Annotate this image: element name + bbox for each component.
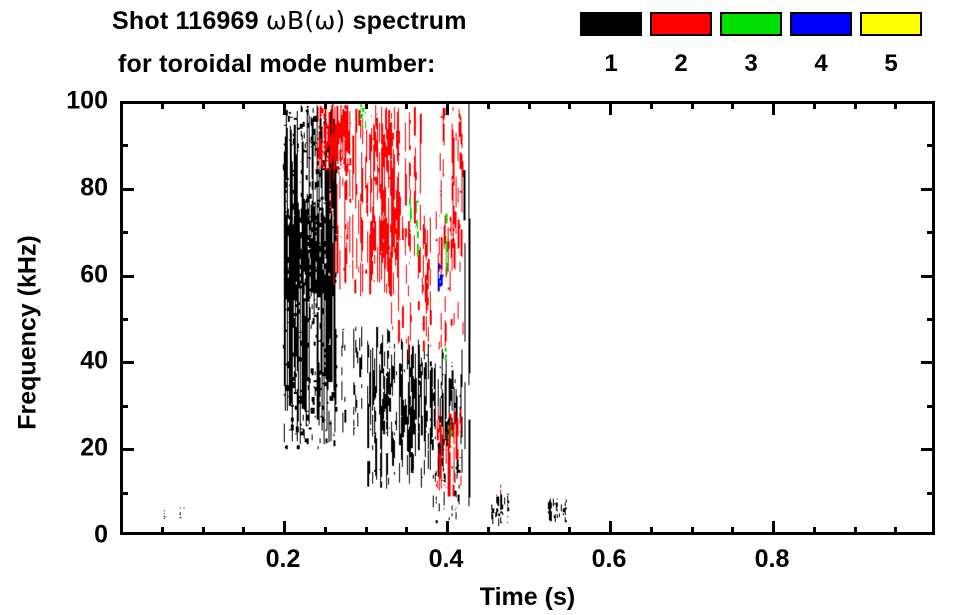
x-tick-0.25 [324, 527, 327, 535]
plot-area [120, 101, 935, 535]
x-tick-top-0.85 [813, 101, 816, 109]
y-tick-right-80 [921, 188, 935, 191]
legend-entry-5: 5 [860, 12, 922, 76]
y-tick-label-60: 60 [80, 260, 108, 289]
x-tick-0.7 [691, 527, 694, 535]
y-tick-30 [120, 405, 128, 408]
y-tick-label-20: 20 [80, 433, 108, 462]
legend: 1 2 3 4 5 [580, 12, 950, 90]
x-tick-0.75 [731, 527, 734, 535]
x-tick-top-0.75 [731, 101, 734, 109]
legend-label-2: 2 [674, 50, 688, 77]
x-tick-top-0.1 [202, 101, 205, 109]
y-tick-70 [120, 231, 128, 234]
x-tick-top-0.6 [609, 101, 612, 115]
legend-entry-4: 4 [790, 12, 852, 76]
x-tick-0.35 [405, 527, 408, 535]
chart-title: Shot 116969 ωB(ω) spectrum [112, 6, 467, 36]
x-tick-0.8 [772, 521, 775, 535]
y-tick-50 [120, 318, 128, 321]
x-tick-label-0.4: 0.4 [428, 545, 464, 573]
x-tick-top-0.25 [324, 101, 327, 109]
x-tick-top-0.9 [854, 101, 857, 109]
y-tick-right-50 [927, 318, 935, 321]
legend-label-1: 1 [604, 50, 618, 77]
y-tick-right-60 [921, 275, 935, 278]
x-tick-top-0.5 [528, 101, 531, 109]
y-tick-label-0: 0 [94, 520, 108, 549]
legend-label-4: 4 [814, 50, 828, 77]
chart-subtitle: for toroidal mode number: [118, 50, 436, 78]
legend-entry-3: 3 [720, 12, 782, 76]
x-tick-0.95 [894, 527, 897, 535]
x-tick-top-0.7 [691, 101, 694, 109]
x-axis-label: Time (s) [479, 583, 576, 611]
spectrogram-canvas [123, 104, 932, 532]
x-tick-label-0.8: 0.8 [754, 545, 790, 573]
legend-swatch-4 [790, 12, 852, 36]
x-tick-0.2 [283, 521, 286, 535]
x-tick-0.1 [202, 527, 205, 535]
x-tick-top-0.95 [894, 101, 897, 109]
y-tick-40 [120, 361, 134, 364]
y-tick-90 [120, 144, 128, 147]
y-tick-20 [120, 448, 134, 451]
y-tick-10 [120, 492, 128, 495]
y-tick-label-100: 100 [66, 86, 108, 115]
y-axis-label: Frequency (kHz) [13, 235, 42, 430]
x-tick-top-0.8 [772, 101, 775, 115]
x-tick-label-0.2: 0.2 [265, 545, 301, 573]
x-tick-top-0.3 [365, 101, 368, 109]
legend-entry-2: 2 [650, 12, 712, 76]
title-prefix-text: Shot 116969 [112, 7, 266, 35]
x-tick-0.55 [568, 527, 571, 535]
x-tick-label-0.6: 0.6 [591, 545, 627, 573]
y-tick-right-40 [921, 361, 935, 364]
y-tick-right-70 [927, 231, 935, 234]
x-tick-0.85 [813, 527, 816, 535]
x-tick-top-0.2 [283, 101, 286, 115]
y-tick-80 [120, 188, 134, 191]
y-tick-right-20 [921, 448, 935, 451]
legend-swatch-2 [650, 12, 712, 36]
x-tick-0.15 [242, 527, 245, 535]
x-tick-0.3 [365, 527, 368, 535]
legend-swatch-5 [860, 12, 922, 36]
legend-label-3: 3 [744, 50, 758, 77]
x-tick-top-0.4 [446, 101, 449, 115]
legend-swatch-1 [580, 12, 642, 36]
omega-b-omega-text: ωB(ω) [265, 6, 346, 35]
x-tick-0.05 [161, 527, 164, 535]
x-tick-top-0.15 [242, 101, 245, 109]
y-tick-60 [120, 275, 134, 278]
x-tick-top-0.35 [405, 101, 408, 109]
x-tick-0.9 [854, 527, 857, 535]
x-tick-top-0.45 [487, 101, 490, 109]
x-tick-0.45 [487, 527, 490, 535]
x-tick-top-0.65 [650, 101, 653, 109]
legend-swatch-3 [720, 12, 782, 36]
x-tick-0.5 [528, 527, 531, 535]
y-tick-label-40: 40 [80, 346, 108, 375]
y-tick-label-80: 80 [80, 173, 108, 202]
legend-label-5: 5 [884, 50, 898, 77]
y-tick-right-90 [927, 144, 935, 147]
legend-entry-1: 1 [580, 12, 642, 76]
title-suffix-text: spectrum [345, 7, 467, 35]
x-tick-0.6 [609, 521, 612, 535]
x-tick-top-0.05 [161, 101, 164, 109]
x-tick-top-0.55 [568, 101, 571, 109]
y-tick-labels: 0 20 40 60 80 100 [0, 0, 108, 615]
x-tick-0.65 [650, 527, 653, 535]
y-tick-right-30 [927, 405, 935, 408]
x-tick-0.4 [446, 521, 449, 535]
y-tick-right-10 [927, 492, 935, 495]
